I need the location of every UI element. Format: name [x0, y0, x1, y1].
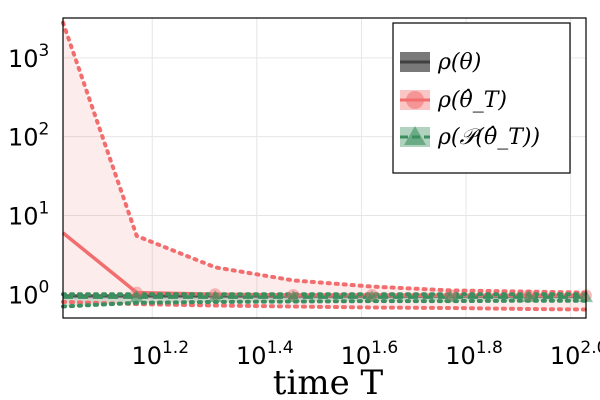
legend-marker: [406, 91, 424, 109]
legend-marker: [404, 126, 426, 145]
y-tick-label: 100: [8, 277, 49, 309]
x-tick-label: 101.4: [236, 338, 294, 370]
series-lines: [61, 20, 588, 312]
y-tick-label: 101: [8, 198, 49, 230]
legend: ρ(θ) ρ(θ̂_T) ρ(𝒫(θ̂_T)): [392, 22, 571, 174]
x-tick-label: 101.2: [131, 338, 189, 370]
series-point: [443, 290, 458, 303]
series-band: [63, 22, 586, 310]
series-point: [364, 290, 379, 303]
series-point: [129, 290, 144, 303]
series-band-lower: [61, 298, 588, 309]
series-point: [286, 290, 301, 303]
x-tick-label: 101.6: [341, 338, 399, 370]
legend-label: ρ(θ): [437, 50, 481, 75]
series-point: [521, 290, 536, 303]
legend-label: ρ(θ̂_T): [437, 88, 507, 113]
series-band-lower: [61, 299, 588, 312]
x-tick-labels: 101.2 101.4 101.6 101.8 102.0: [131, 338, 600, 370]
series-band-upper: [61, 20, 588, 295]
y-tick-label: 103: [8, 41, 49, 73]
x-axis-label: time T: [273, 363, 384, 400]
y-tick-labels: 100 101 102 103: [8, 41, 49, 309]
x-tick-label: 102.0: [550, 338, 600, 370]
series-point: [208, 290, 223, 303]
plot-frame: [62, 17, 587, 319]
legend-label: ρ(𝒫(θ̂_T)): [437, 125, 540, 150]
x-tick-label: 101.8: [445, 338, 503, 370]
y-tick-label: 102: [8, 120, 49, 152]
